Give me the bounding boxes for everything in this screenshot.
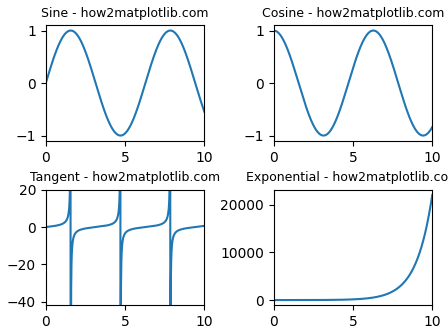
Title: Tangent - how2matplotlib.com: Tangent - how2matplotlib.com	[30, 171, 220, 184]
Title: Sine - how2matplotlib.com: Sine - how2matplotlib.com	[41, 7, 209, 20]
Title: Cosine - how2matplotlib.com: Cosine - how2matplotlib.com	[262, 7, 444, 20]
Title: Exponential - how2matplotlib.com: Exponential - how2matplotlib.com	[246, 171, 448, 184]
